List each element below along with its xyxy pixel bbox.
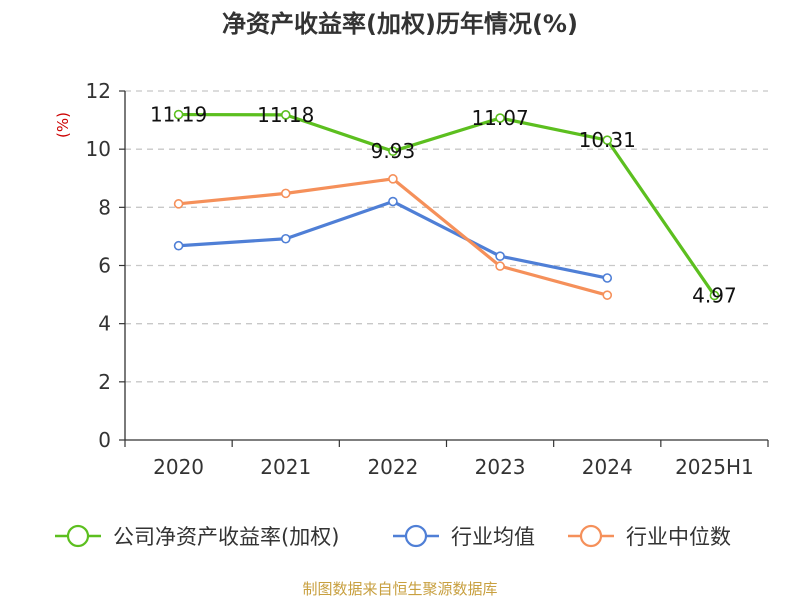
x-tick-label: 2020 <box>153 455 204 479</box>
legend: 公司净资产收益率(加权) 行业均值 行业中位数 <box>55 524 731 549</box>
y-tick-label: 4 <box>98 312 111 336</box>
data-point <box>173 199 184 209</box>
data-label: 4.97 <box>692 283 737 307</box>
y-tick-label: 6 <box>98 254 111 278</box>
data-point <box>388 146 398 157</box>
x-tick-label: 2021 <box>260 455 311 479</box>
series-line <box>178 177 608 297</box>
data-point <box>280 188 291 199</box>
data-point <box>388 174 398 184</box>
y-axis-unit-label: (%) <box>54 112 72 138</box>
data-point <box>495 251 505 261</box>
data-point <box>602 290 613 300</box>
data-labels: 11.19 11.18 9.93 11.07 10.31 4.97 <box>150 103 737 308</box>
series-line <box>178 112 716 297</box>
chart-title: 净资产收益率(加权)历年情况(%) <box>222 10 578 38</box>
data-label: 11.19 <box>150 103 207 127</box>
data-point <box>495 261 505 271</box>
legend-swatch-marker <box>579 524 603 548</box>
legend-label: 行业均值 <box>451 525 535 549</box>
data-point <box>280 110 291 120</box>
data-point <box>602 135 613 145</box>
legend-label: 行业中位数 <box>626 525 731 549</box>
data-point <box>173 240 184 251</box>
data-label: 11.07 <box>471 106 528 130</box>
data-point <box>280 233 291 244</box>
legend-swatch-marker <box>404 524 428 548</box>
y-tick-label: 10 <box>86 137 111 161</box>
axes: 0 2 4 6 8 10 12 2020 2021 2022 2023 2024 2025H1 <box>86 79 769 479</box>
legend-label: 公司净资产收益率(加权) <box>113 525 339 549</box>
data-label: 10.31 <box>579 128 636 152</box>
data-label: 9.93 <box>371 139 416 163</box>
data-point <box>388 196 398 207</box>
gridlines <box>125 90 768 383</box>
y-tick-label: 8 <box>98 195 111 219</box>
legend-item: 公司净资产收益率(加权) <box>55 524 339 549</box>
data-point <box>602 273 613 283</box>
y-tick-label: 12 <box>86 79 111 103</box>
data-label: 11.18 <box>257 103 314 127</box>
x-tick-label: 2022 <box>367 455 418 479</box>
x-tick-label: 2025H1 <box>675 455 754 479</box>
legend-item: 行业均值 <box>393 524 535 549</box>
y-tick-label: 2 <box>98 370 111 394</box>
data-point <box>495 113 505 123</box>
data-point <box>709 290 720 301</box>
data-point <box>173 109 184 120</box>
series-lines <box>173 109 720 301</box>
legend-item: 行业中位数 <box>568 524 731 549</box>
y-tick-label: 0 <box>98 428 111 452</box>
data-source-note: 制图数据来自恒生聚源数据库 <box>302 580 497 598</box>
x-tick-label: 2024 <box>582 455 633 479</box>
x-tick-label: 2023 <box>475 455 526 479</box>
series-line <box>178 199 608 280</box>
legend-swatch-marker <box>66 524 90 548</box>
